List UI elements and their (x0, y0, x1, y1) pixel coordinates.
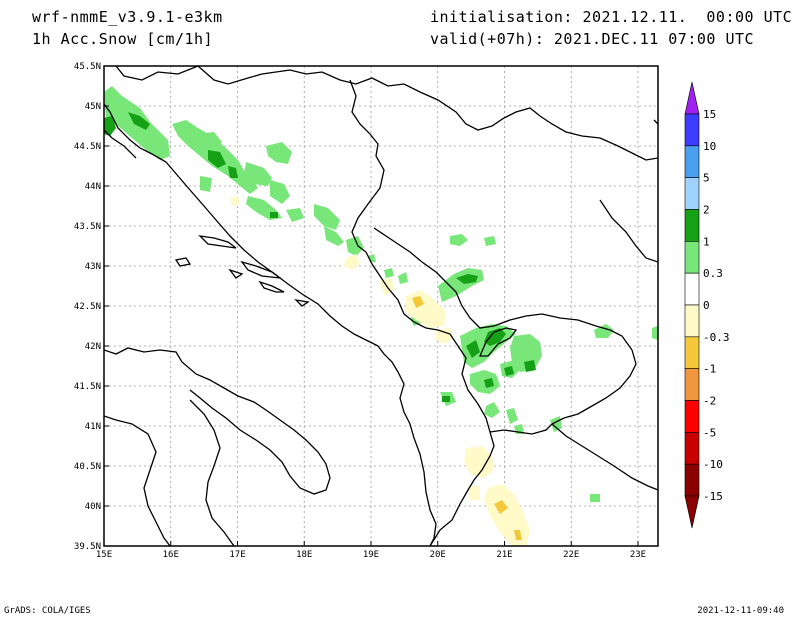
lon-tick-label: 23E (630, 550, 646, 560)
colorbar-bottom-arrow (684, 495, 700, 529)
colorbar-label: 1 (703, 235, 710, 248)
colorbar-swatch (684, 336, 700, 369)
lon-tick-label: 20E (430, 550, 446, 560)
lon-tick-label: 15E (96, 550, 112, 560)
lon-tick-label: 18E (296, 550, 312, 560)
colorbar-label: -15 (703, 490, 723, 503)
lat-tick-label: 40.5N (74, 462, 101, 472)
colorbar-swatch (684, 113, 700, 147)
lat-tick-label: 42N (85, 342, 101, 352)
colorbar-label: -1 (703, 363, 716, 376)
lon-tick-label: 17E (229, 550, 245, 560)
snow-field (104, 86, 658, 546)
lat-tick-label: 43.5N (74, 222, 101, 232)
colorbar-label: -5 (703, 426, 716, 439)
colorbar-label: -0.3 (703, 331, 730, 344)
colorbar-label: 5 (703, 172, 710, 185)
lon-tick-label: 19E (363, 550, 379, 560)
initialisation-time: initialisation: 2021.12.11. 00:00 UTC (430, 8, 793, 26)
lat-tick-label: 39.5N (74, 542, 101, 552)
lat-tick-label: 40N (85, 502, 101, 512)
lat-tick-label: 41.5N (74, 382, 101, 392)
colorbar-label: 0.3 (703, 267, 723, 280)
colorbar-swatch (684, 241, 700, 274)
lon-tick-label: 16E (163, 550, 179, 560)
colorbar-swatch (684, 432, 700, 465)
colorbar-label: 0 (703, 299, 710, 312)
lat-tick-label: 44N (85, 182, 101, 192)
colorbar-swatch (684, 368, 700, 401)
colorbar-swatch (684, 177, 700, 210)
variable-name: 1h Acc.Snow [cm/1h] (32, 30, 214, 48)
lat-tick-label: 45.5N (74, 62, 101, 72)
colorbar-swatch (684, 304, 700, 338)
colorbar-label: -10 (703, 458, 723, 471)
model-name: wrf-nmmE_v3.9.1-e3km (32, 8, 223, 26)
colorbar: 15 10 5 2 1 0.3 0 -0.3 -1 -2 -5 -10 -15 (684, 81, 730, 529)
lat-tick-label: 45N (85, 102, 101, 112)
lat-tick-label: 41N (85, 422, 101, 432)
software-credit: GrADS: COLA/IGES (4, 606, 91, 616)
lat-tick-label: 44.5N (74, 142, 101, 152)
colorbar-label: -2 (703, 395, 716, 408)
lon-tick-label: 22E (563, 550, 579, 560)
lon-tick-label: 21E (496, 550, 512, 560)
colorbar-swatch (684, 463, 700, 497)
render-timestamp: 2021-12-11-09:40 (697, 606, 784, 616)
axis-ticks: 15E 16E 17E 18E 19E 20E 21E 22E 23E 45.5N 45N 44.5N… (74, 62, 646, 560)
lat-tick-label: 42.5N (74, 302, 101, 312)
colorbar-label: 10 (703, 140, 716, 153)
colorbar-swatch (684, 272, 700, 306)
colorbar-swatch (684, 209, 700, 242)
valid-time: valid(+07h): 2021.DEC.11 07:00 UTC (430, 30, 755, 48)
colorbar-label: 15 (703, 108, 716, 121)
coastlines-borders (104, 66, 658, 546)
colorbar-label: 2 (703, 204, 710, 217)
colorbar-swatch (684, 145, 700, 178)
lat-tick-label: 43N (85, 262, 101, 272)
colorbar-swatch (684, 400, 700, 433)
colorbar-top-arrow (684, 81, 700, 115)
